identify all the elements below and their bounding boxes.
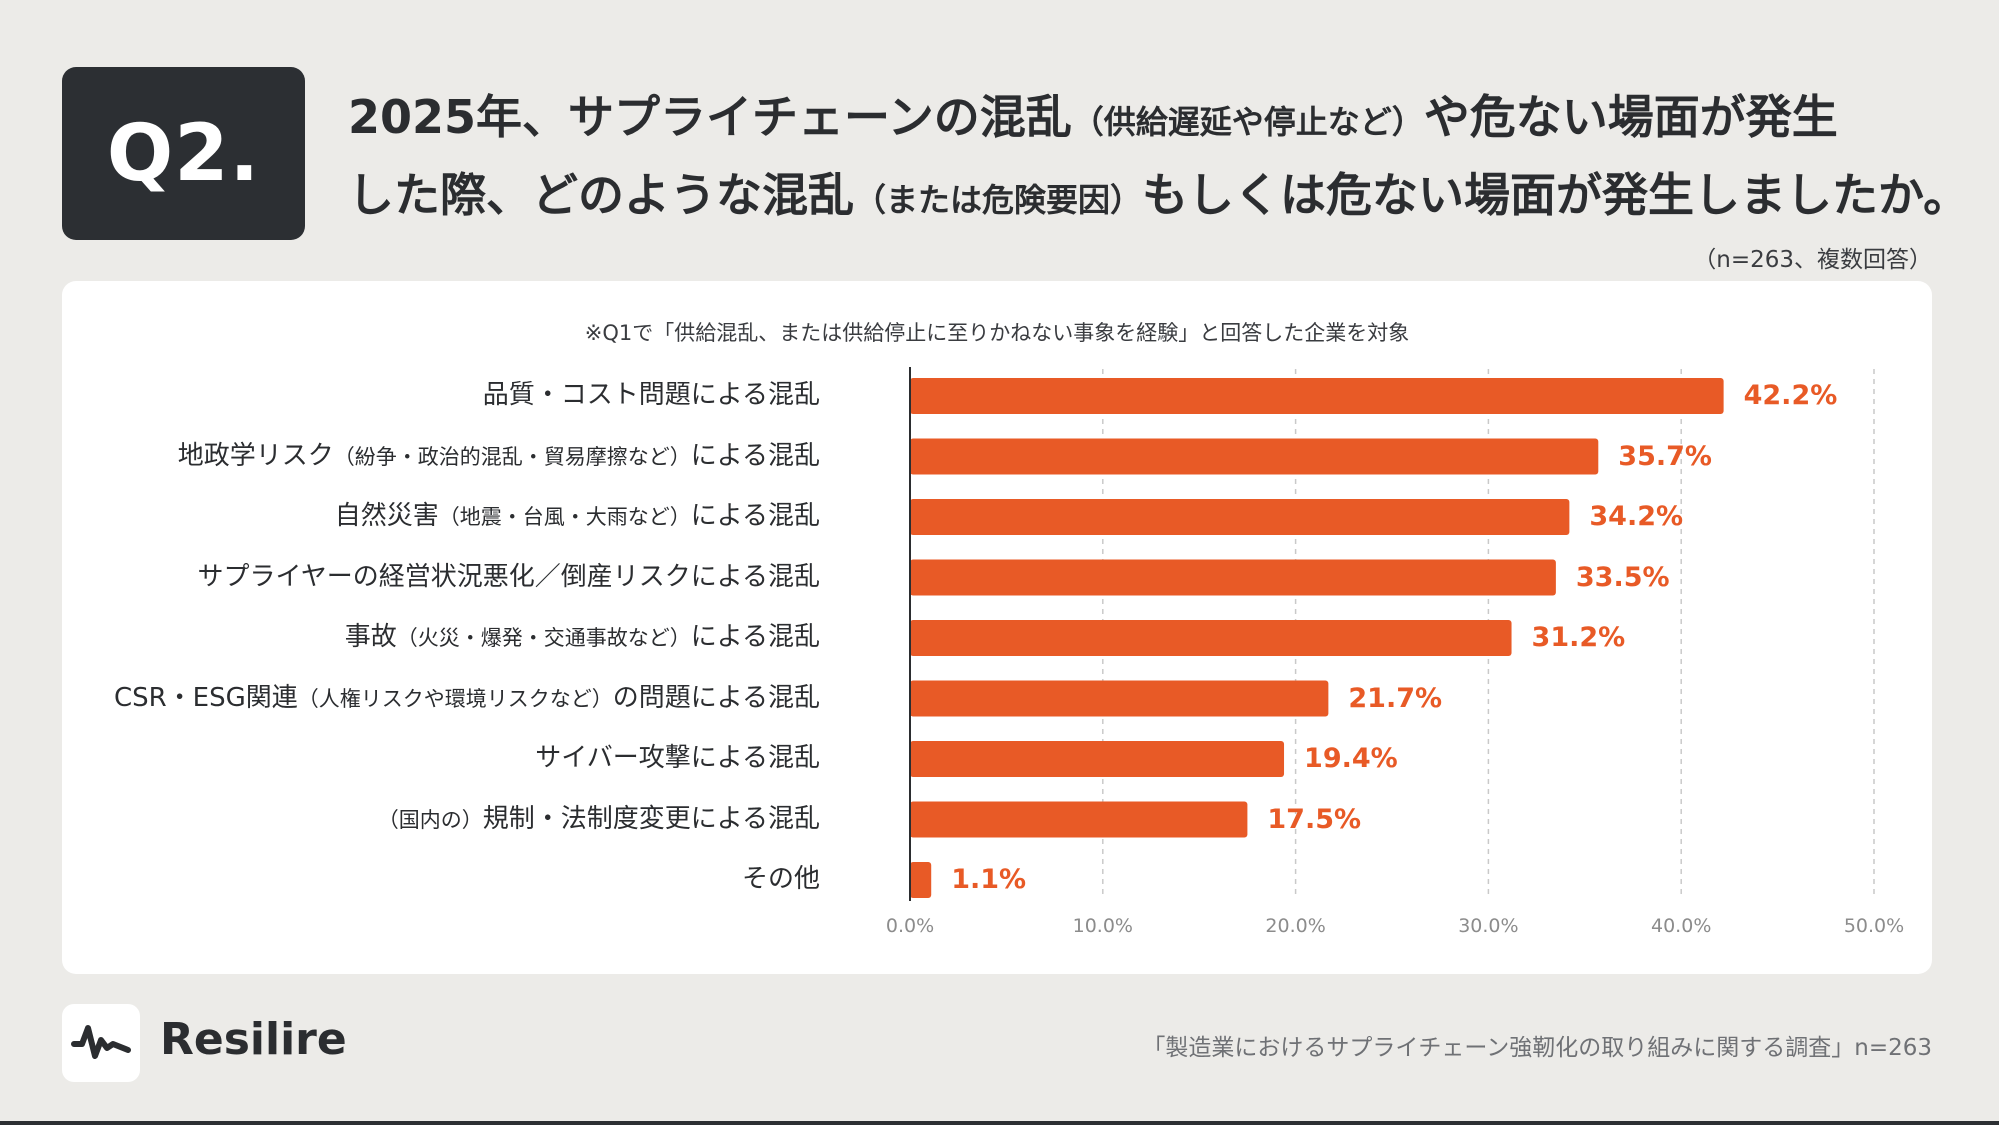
data-label: 31.2% [1531, 622, 1626, 653]
title-line1-c: や危ない場面が発生 [1423, 90, 1838, 144]
data-label: 17.5% [1267, 803, 1362, 835]
category-label: その他 [741, 864, 820, 894]
bar [910, 378, 1724, 414]
bar-chart [909, 367, 1875, 901]
bottom-divider [0, 1121, 1999, 1125]
data-label: 42.2% [1743, 380, 1838, 411]
data-label: 19.4% [1304, 743, 1398, 774]
page-title-line-1: 2025年、サプライチェーンの混乱（供給遅延や停止など）や危ない場面が発生 [348, 94, 1838, 140]
category-label: サプライヤーの経営状況悪化／倒産リスクによる混乱 [197, 561, 820, 592]
title-line2-a: した際、どのような混乱 [348, 168, 854, 222]
x-tick-label: 40.0% [1651, 915, 1712, 937]
bar [910, 862, 932, 898]
x-tick-label: 20.0% [1265, 915, 1326, 937]
category-label: サイバー攻撃による混乱 [535, 743, 820, 773]
question-badge: Q2. [62, 67, 305, 240]
category-label: 自然災害（地震・台風・大雨など）による混乱 [334, 501, 820, 531]
bar [910, 559, 1556, 596]
category-label: 事故（火災・爆発・交通事故など）による混乱 [344, 622, 820, 652]
data-label: 34.2% [1589, 501, 1684, 532]
page-title-line-2: した際、どのような混乱（または危険要因）もしくは危ない場面が発生しましたか。 [348, 172, 1969, 218]
bar [910, 438, 1599, 475]
title-line1-a: 2025年、サプライチェーンの混乱 [348, 90, 1072, 144]
bar [910, 801, 1248, 838]
x-tick-label: 10.0% [1072, 915, 1133, 937]
chart-note: ※Q1で「供給混乱、または供給停止に至りかねない事象を経験」と回答した企業を対象 [584, 321, 1410, 345]
title-line2-b: （または危険要因） [854, 181, 1143, 219]
wave-logo-icon [71, 1025, 131, 1059]
brand-name: Resilire [160, 1014, 347, 1065]
category-label: 地政学リスク（紛争・政治的混乱・貿易摩擦など）による混乱 [177, 440, 820, 471]
title-line1-b: （供給遅延や停止など） [1071, 103, 1424, 141]
data-label: 21.7% [1348, 682, 1443, 714]
x-tick-label: 30.0% [1458, 915, 1519, 937]
survey-source: 「製造業におけるサプライチェーン強靭化の取り組みに関する調査」n=263 [1142, 1035, 1932, 1061]
x-tick-label: 50.0% [1843, 915, 1905, 937]
resilire-logo [62, 1004, 140, 1082]
category-label: 品質・コスト問題による混乱 [482, 380, 820, 410]
sample-size-note: （n=263、複数回答） [1693, 247, 1932, 273]
data-label: 35.7% [1618, 440, 1712, 472]
category-label: CSR・ESG関連（人権リスクや環境リスクなど）の問題による混乱 [113, 682, 820, 713]
data-label: 1.1% [951, 864, 1027, 895]
chart-card: ※Q1で「供給混乱、または供給停止に至りかねない事象を経験」と回答した企業を対象… [62, 281, 1932, 974]
bar [910, 680, 1329, 717]
bar [910, 741, 1285, 777]
x-tick-label: 0.0% [885, 915, 935, 937]
bar [910, 620, 1512, 656]
title-line2-c: もしくは危ない場面が発生しましたか。 [1142, 168, 1970, 222]
bar [910, 499, 1570, 535]
category-label: （国内の）規制・法制度変更による混乱 [377, 803, 820, 834]
data-label: 33.5% [1575, 561, 1670, 593]
